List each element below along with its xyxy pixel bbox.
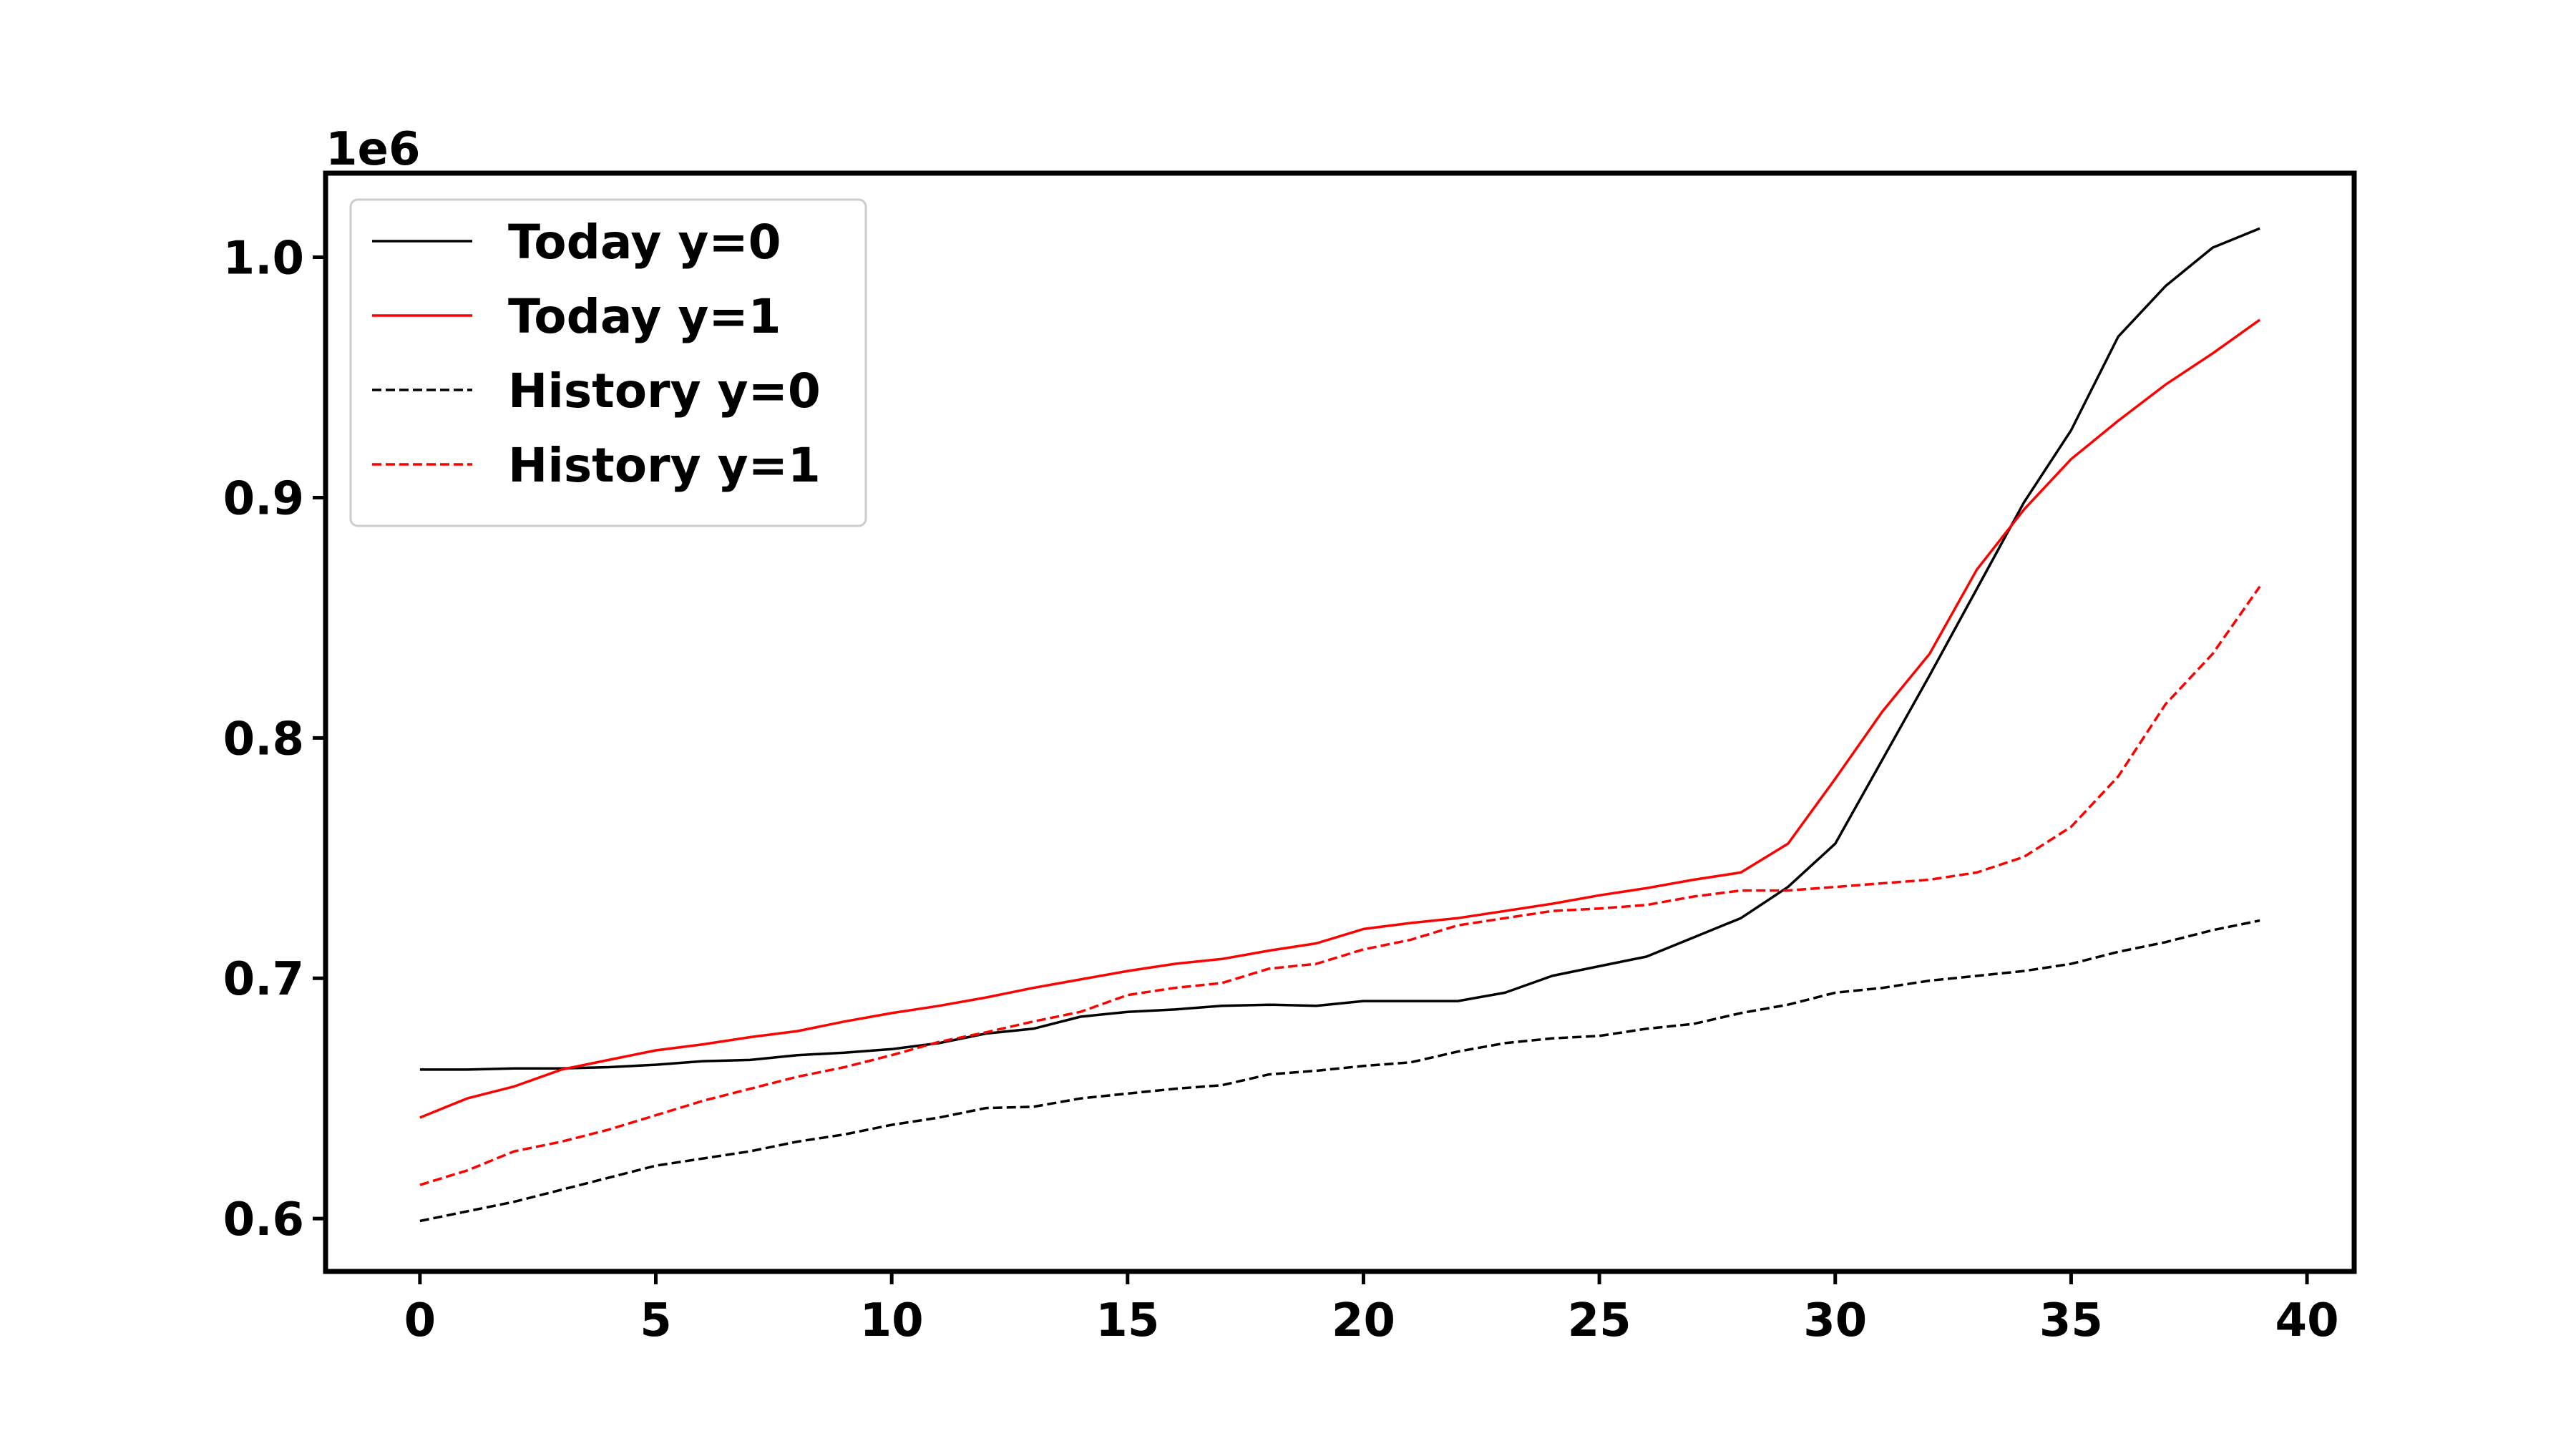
y-tick-label: 0.6 xyxy=(223,1193,304,1246)
x-tick-label: 20 xyxy=(1332,1294,1395,1347)
x-tick-label: 15 xyxy=(1096,1294,1159,1347)
plot-frame xyxy=(323,170,2357,1274)
legend-box xyxy=(349,198,867,527)
x-tick-label: 10 xyxy=(860,1294,924,1347)
y-axis-ticks: 0.6 0.7 0.8 0.9 1.0 xyxy=(223,233,326,1246)
x-tick-label: 30 xyxy=(1803,1294,1867,1347)
y-axis-offset-label: 1e6 xyxy=(326,123,420,176)
x-tick-label: 25 xyxy=(1568,1294,1631,1347)
x-tick-label: 35 xyxy=(2039,1294,2103,1347)
series-lines xyxy=(419,227,2261,1223)
series-line-2 xyxy=(419,318,2261,1119)
legend-label: Today y=1 xyxy=(508,289,781,344)
legend: Today y=0 Today y=1 History y=0 History y=1 xyxy=(349,198,867,527)
x-axis-ticks: 0 5 10 15 20 25 30 35 40 xyxy=(404,1271,2339,1347)
x-tick-label: 5 xyxy=(640,1294,672,1347)
x-tick-label: 0 xyxy=(404,1294,436,1347)
legend-label: History y=0 xyxy=(508,363,821,419)
y-tick-label: 1.0 xyxy=(223,233,304,285)
y-tick-label: 0.8 xyxy=(223,713,304,766)
series-line-3 xyxy=(419,919,2260,1223)
series-line-4 xyxy=(419,585,2261,1186)
legend-label: Today y=0 xyxy=(508,215,781,270)
y-tick-label: 0.9 xyxy=(223,472,304,525)
y-tick-label: 0.7 xyxy=(223,953,304,1006)
x-tick-label: 40 xyxy=(2275,1294,2339,1347)
legend-label: History y=1 xyxy=(508,438,821,493)
series-line-1 xyxy=(419,227,2260,1071)
